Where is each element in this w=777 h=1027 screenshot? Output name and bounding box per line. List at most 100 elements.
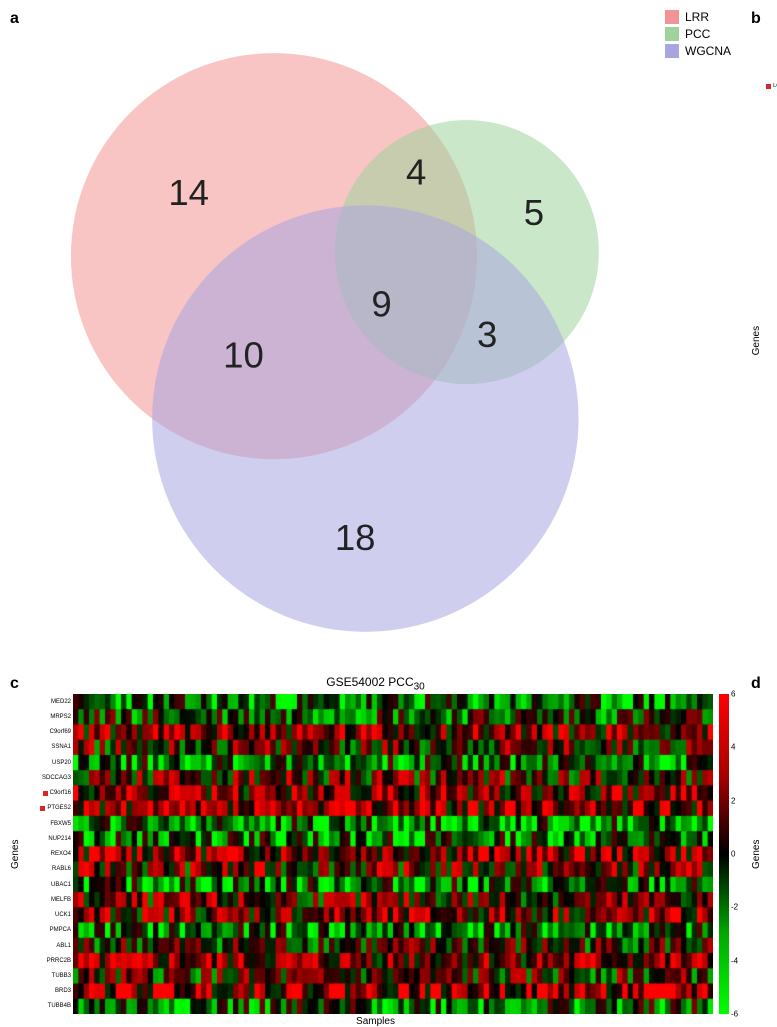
venn-region-value: 4 bbox=[406, 152, 426, 193]
gene-mark-spacer bbox=[44, 852, 49, 857]
heatmap-d-body: Genes TRAF2C9orf114MED22SURF4MRPS2EEF1A1… bbox=[751, 694, 777, 1014]
panel-d: d GSE54002 WGCNA44 Genes TRAF2C9orf114ME… bbox=[751, 675, 777, 1027]
gene-row: TRUB2 bbox=[764, 439, 777, 455]
heatmap-c-canvas bbox=[73, 694, 713, 1014]
gene-row: ZDHHC12 bbox=[764, 193, 777, 209]
gene-row: TUBB4B bbox=[764, 997, 777, 1006]
gene-mark-spacer bbox=[45, 760, 50, 765]
colorbar-c-ticks: 6420-2-4-6 bbox=[729, 694, 741, 1014]
gene-row: PRRC2B bbox=[764, 971, 777, 980]
gene-label: PRRC2B bbox=[47, 958, 71, 964]
gene-row: AREG bbox=[764, 275, 777, 291]
gene-highlight-mark bbox=[40, 806, 45, 811]
gene-label: TUBB4B bbox=[48, 1003, 71, 1009]
gene-row: C9orf16 bbox=[23, 786, 71, 801]
gene-label: C9orf16 bbox=[50, 790, 71, 796]
gene-row: MAN1B1 bbox=[764, 963, 777, 972]
gene-row: PTGES2 bbox=[764, 291, 777, 307]
colorbar-tick: 2 bbox=[731, 796, 735, 805]
gene-row: PRRC2B bbox=[23, 953, 71, 968]
gene-mark-spacer bbox=[44, 882, 49, 887]
legend-label: PCC bbox=[685, 27, 710, 41]
heatmap-c-title-prefix: GSE54002 PCC bbox=[326, 675, 413, 689]
venn-container: 1451841039 LRRPCCWGCNA bbox=[10, 10, 741, 665]
legend-swatch bbox=[665, 27, 679, 41]
gene-label: MELFB bbox=[51, 897, 71, 903]
gene-row: TRUB2 bbox=[764, 893, 777, 902]
gene-row: ARPC5L bbox=[764, 553, 777, 569]
gene-row: MED22 bbox=[23, 694, 71, 709]
gene-row: NUP214 bbox=[23, 831, 71, 846]
heatmap-c-title: GSE54002 PCC30 bbox=[326, 675, 425, 692]
panel-b: b GSE54002 LRR21 Genes MED22MRPS2SWI5LOC… bbox=[751, 10, 777, 665]
gene-row: LRRC8A bbox=[764, 619, 777, 635]
gene-label: C9orf69 bbox=[50, 729, 71, 735]
gene-row: FIBCD1 bbox=[764, 455, 777, 471]
gene-row: MELFB bbox=[764, 919, 777, 928]
gene-row: PTGES2 bbox=[23, 801, 71, 816]
gene-row: REXO4 bbox=[764, 850, 777, 859]
gene-mark-spacer bbox=[41, 836, 46, 841]
gene-mark-spacer bbox=[45, 867, 50, 872]
gene-label: MED22 bbox=[51, 699, 71, 705]
gene-mark-spacer bbox=[44, 699, 49, 704]
colorbar-c-canvas bbox=[719, 694, 729, 1014]
heatmap-c-xlabel: Samples bbox=[356, 1016, 395, 1027]
gene-mark-spacer bbox=[41, 1004, 46, 1009]
gene-label: PMPCA bbox=[50, 927, 71, 933]
colorbar-tick: -6 bbox=[731, 1010, 738, 1019]
gene-label: TUBB3 bbox=[52, 973, 71, 979]
venn-svg: 1451841039 bbox=[10, 10, 741, 665]
venn-region-value: 18 bbox=[335, 517, 376, 558]
gene-mark-spacer bbox=[43, 821, 48, 826]
gene-row: UBAC1 bbox=[23, 877, 71, 892]
gene-row: NUP214 bbox=[764, 357, 777, 373]
gene-row: USP20 bbox=[23, 755, 71, 770]
gene-label: SDCCAG3 bbox=[42, 775, 71, 781]
gene-label: REXO4 bbox=[51, 851, 71, 857]
gene-row: ZDHHC12 bbox=[764, 789, 777, 798]
gene-mark-spacer bbox=[49, 943, 54, 948]
gene-row: FBXW5 bbox=[764, 841, 777, 850]
gene-row: SLC2A8 bbox=[764, 807, 777, 816]
gene-label: UBAC1 bbox=[51, 882, 71, 888]
gene-row: GPR107 bbox=[764, 226, 777, 242]
gene-label: SSNA1 bbox=[51, 744, 71, 750]
gene-row: NAN5 bbox=[764, 988, 777, 997]
venn-circle bbox=[152, 205, 578, 631]
gene-row: MRPS2 bbox=[764, 46, 777, 62]
gene-label: UCK1 bbox=[55, 912, 71, 918]
gene-row: MRPL41 bbox=[764, 570, 777, 586]
gene-row: TTF1 bbox=[764, 341, 777, 357]
gene-row: AS86 bbox=[764, 755, 777, 764]
gene-row: TRAF2 bbox=[764, 694, 777, 703]
gene-mark-spacer bbox=[43, 730, 48, 735]
gene-row: FBXW5 bbox=[764, 308, 777, 324]
gene-row: SSNA1 bbox=[23, 740, 71, 755]
heatmap-c-title-sub: 30 bbox=[414, 681, 425, 692]
gene-row: MRPS2 bbox=[764, 729, 777, 738]
gene-row: DPM2 bbox=[764, 95, 777, 111]
gene-row: SWI5 bbox=[764, 746, 777, 755]
gene-row: DPM2 bbox=[764, 763, 777, 772]
colorbar-tick: 0 bbox=[731, 850, 735, 859]
gene-row: TUBB4B bbox=[764, 603, 777, 619]
gene-highlight-mark bbox=[43, 791, 48, 796]
colorbar-tick: 4 bbox=[731, 743, 735, 752]
panel-c-label: c bbox=[10, 675, 19, 693]
gene-mark-spacer bbox=[48, 989, 53, 994]
gene-row: BRD3 bbox=[23, 984, 71, 999]
gene-row: INPP5E bbox=[764, 488, 777, 504]
venn-region-value: 3 bbox=[477, 314, 497, 355]
gene-row: FAM129B bbox=[764, 504, 777, 520]
gene-label: FBXW5 bbox=[50, 821, 71, 827]
gene-row: GTF3C5 bbox=[764, 928, 777, 937]
gene-row: URM1 bbox=[764, 902, 777, 911]
panel-a: a 1451841039 LRRPCCWGCNA bbox=[10, 10, 741, 665]
colorbar-tick: -4 bbox=[731, 956, 738, 965]
venn-region-value: 9 bbox=[371, 284, 391, 325]
gene-mark-spacer bbox=[40, 958, 45, 963]
heatmap-c-ylabel: Genes bbox=[10, 694, 21, 1014]
gene-row: SDCCAG3 bbox=[764, 815, 777, 824]
gene-label: RABL6 bbox=[52, 866, 71, 872]
